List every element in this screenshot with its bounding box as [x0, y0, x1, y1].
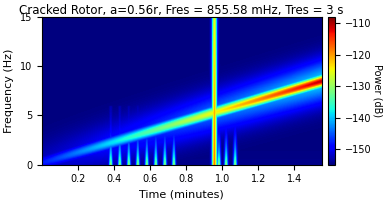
X-axis label: Time (minutes): Time (minutes) [139, 190, 224, 200]
Y-axis label: Power (dB): Power (dB) [372, 64, 383, 118]
Title: Cracked Rotor, a=0.56r, Fres = 855.58 mHz, Tres = 3 s: Cracked Rotor, a=0.56r, Fres = 855.58 mH… [19, 4, 344, 17]
Y-axis label: Frequency (Hz): Frequency (Hz) [4, 49, 14, 133]
